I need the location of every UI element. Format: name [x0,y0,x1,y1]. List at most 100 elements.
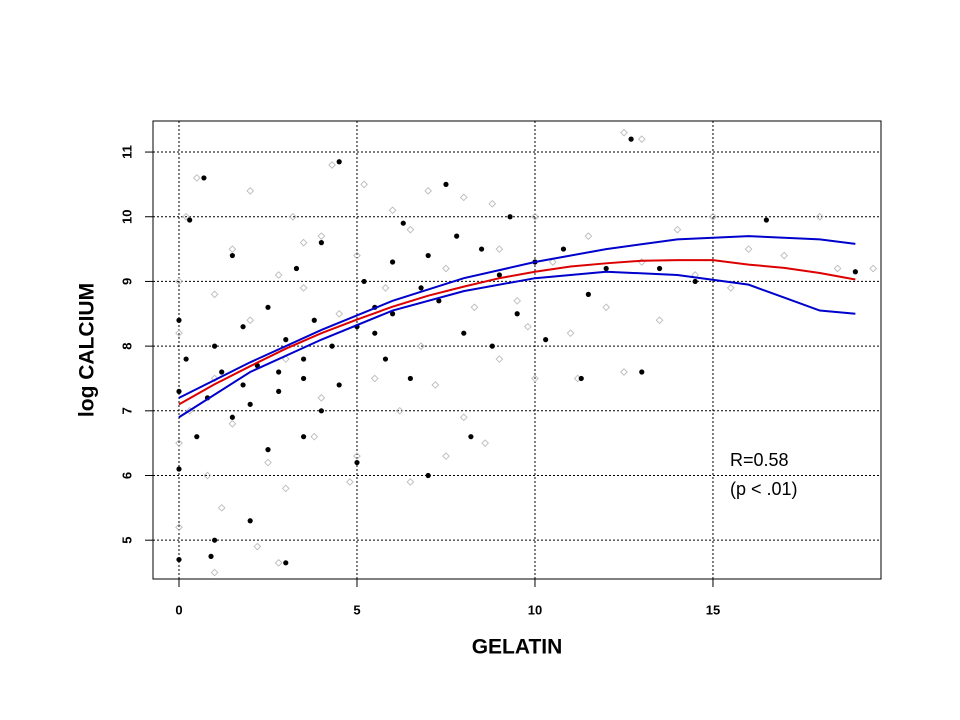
point [318,240,324,246]
point [346,478,354,486]
point [246,316,255,325]
point [281,355,290,363]
fit-line [178,270,856,419]
y-tick-label: 8 [119,343,134,350]
y-tick-label: 7 [119,407,134,414]
point [336,159,342,165]
point [726,284,735,292]
point [584,232,593,240]
point [210,290,219,299]
point [265,447,271,453]
point [407,375,413,382]
point [815,212,824,221]
y-tick-label: 11 [119,145,134,159]
point [201,175,207,181]
point [360,180,368,189]
point [389,259,396,265]
point [628,136,634,142]
point [744,245,753,253]
point [318,408,324,414]
point [443,181,449,187]
point [395,406,404,415]
point [531,212,539,221]
point [183,356,189,362]
point [229,414,235,420]
point [442,264,450,273]
point [481,439,489,447]
point [192,174,201,182]
fit-line [178,235,856,399]
point [336,382,342,388]
point [299,238,308,247]
point [317,232,326,240]
y-tick-label: 10 [119,210,134,224]
point [247,518,253,524]
point [495,245,504,253]
point [274,271,283,279]
point [470,303,479,312]
point [560,246,567,252]
point [488,199,497,208]
point [578,375,584,382]
point [442,452,450,460]
y-tick-label: 9 [119,278,134,285]
point [276,388,282,395]
point [310,432,319,441]
point [253,542,262,551]
point [187,217,193,223]
point [531,374,539,383]
point [175,523,183,532]
point [311,317,317,323]
x-tick-label: 15 [706,602,720,617]
point [655,316,664,325]
point [293,265,300,272]
point [637,135,646,143]
point [780,251,789,260]
point [246,187,255,195]
point [514,311,520,317]
point [175,329,183,338]
point [620,368,628,376]
point [852,269,858,275]
point [353,452,361,460]
point [709,212,717,221]
point [417,342,425,350]
point [247,401,253,407]
point [468,434,474,440]
y-axis-title: log CALCIUM [76,283,99,417]
point [219,369,225,375]
point [211,537,218,543]
x-tick-label: 5 [353,602,360,617]
point [389,311,396,317]
point [673,225,682,234]
point [524,322,532,331]
point [194,434,200,440]
point [175,277,183,286]
point [543,337,549,343]
x-tick-label: 0 [175,602,182,617]
point [833,264,842,273]
point [353,251,361,260]
point [176,388,182,395]
point [400,220,406,226]
point [620,128,628,137]
point [335,309,344,318]
point [406,225,415,234]
point [210,374,219,383]
point [388,206,397,215]
point [176,466,182,472]
point [459,193,468,202]
point [274,558,283,567]
x-axis-title: GELATIN [472,636,563,659]
fit-line [178,259,856,406]
point [602,303,611,312]
point [424,187,433,195]
point [281,484,290,493]
point [283,560,289,566]
point [240,324,246,330]
point [763,217,769,223]
x-tick-label: 10 [528,602,542,617]
point [211,343,218,349]
point [489,343,495,349]
